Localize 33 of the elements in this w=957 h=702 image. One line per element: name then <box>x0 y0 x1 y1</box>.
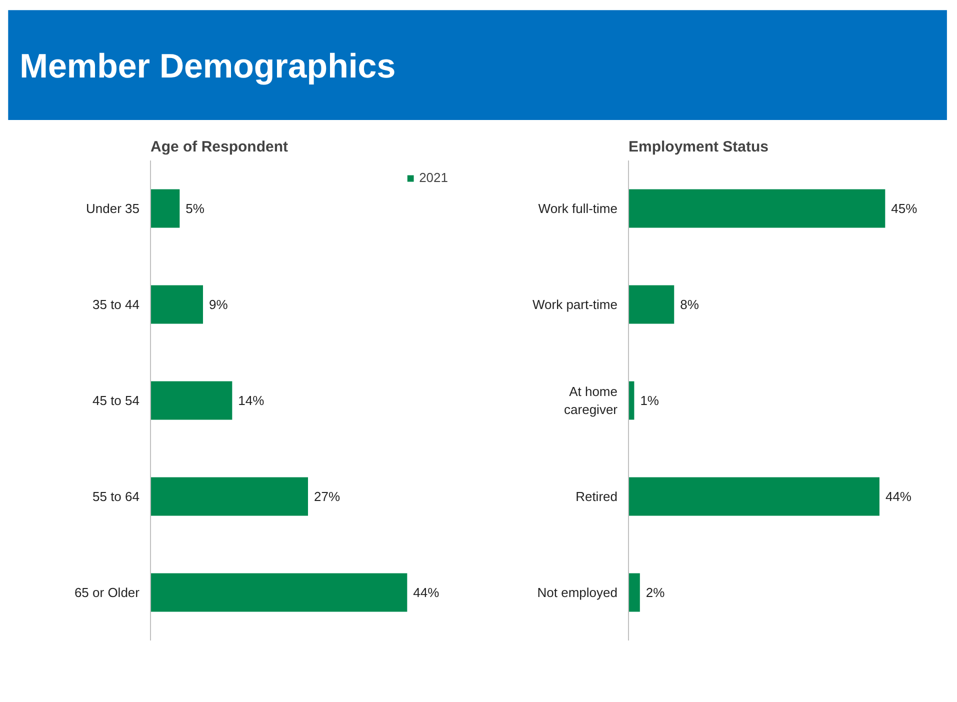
bar <box>150 573 408 612</box>
y-tick-label: 55 to 64 <box>92 489 140 504</box>
y-tick-label: At home caregiver <box>564 384 618 417</box>
data-label: 44% <box>413 585 440 600</box>
text: Member Demographics <box>20 48 396 86</box>
data-label: 45% <box>891 201 918 216</box>
y-tick-label: 45 to 54 <box>92 393 140 408</box>
bar <box>628 189 886 228</box>
y-tick-label: Work full-time <box>538 201 618 216</box>
data-label: 1% <box>640 393 660 408</box>
bar <box>150 381 232 420</box>
y-tick-label: 35 to 44 <box>92 297 140 312</box>
data-label: 8% <box>680 297 700 312</box>
bar <box>628 573 640 612</box>
legend-label: 2021 <box>419 170 448 185</box>
bar <box>150 285 203 324</box>
y-tick-label: Under 35 <box>86 201 140 216</box>
y-tick-label: 65 or Older <box>74 585 140 600</box>
chart-title: Employment Status <box>628 138 769 156</box>
y-tick-label: Work part-time <box>532 297 618 312</box>
data-label: 2% <box>646 585 666 600</box>
data-label: 14% <box>238 393 265 408</box>
data-label: 27% <box>314 489 340 504</box>
y-tick-label: Not employed <box>537 585 618 600</box>
bar <box>150 189 180 228</box>
data-label: 5% <box>186 201 205 216</box>
data-label: 44% <box>885 489 912 504</box>
bar <box>150 477 308 516</box>
chart-title: Age of Respondent <box>150 138 288 156</box>
y-tick-label: Retired <box>576 489 618 504</box>
data-label: 9% <box>209 297 228 312</box>
bar <box>628 285 674 324</box>
bar <box>628 477 880 516</box>
